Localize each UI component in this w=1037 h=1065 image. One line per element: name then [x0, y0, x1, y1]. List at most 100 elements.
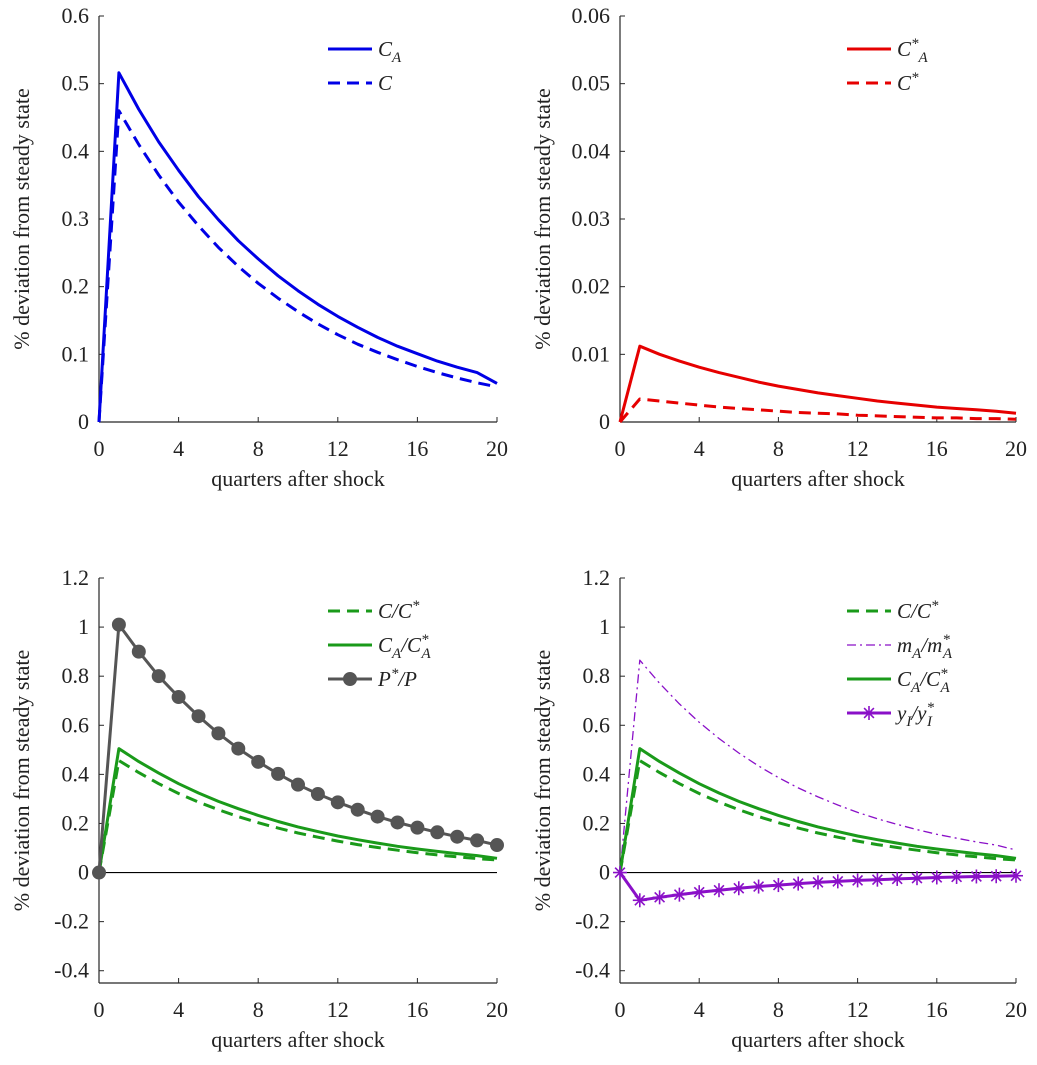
x-axis-label: quarters after shock	[731, 466, 904, 491]
data-point	[830, 874, 845, 889]
data-point	[692, 885, 707, 900]
y-tick-label: 0.02	[572, 274, 611, 299]
x-tick-label: 12	[327, 997, 349, 1022]
data-point	[430, 825, 445, 840]
y-tick-label: 1	[78, 614, 89, 639]
data-point	[131, 644, 146, 659]
x-tick-label: 4	[694, 997, 705, 1022]
data-point	[1009, 868, 1023, 883]
data-point	[771, 878, 786, 893]
y-tick-label: 0.8	[62, 663, 90, 688]
x-tick-label: 20	[1005, 997, 1027, 1022]
x-tick-label: 16	[926, 436, 948, 461]
data-point	[632, 893, 647, 908]
data-point	[989, 869, 1004, 884]
x-tick-label: 16	[406, 997, 428, 1022]
y-tick-label: 0.05	[572, 71, 611, 96]
chart-panel-1: 0 0.1 0.2 0.3 0.4 0.5 0.6 0 4 8 12 16 20 quarters aft…	[9, 3, 508, 491]
y-tick-label: 0.2	[583, 810, 611, 835]
series-line-1	[618, 759, 1017, 873]
y-axis-label: % deviation from steady state	[530, 88, 555, 349]
series-line-2	[97, 747, 498, 873]
data-point	[211, 726, 226, 741]
legend-label: CA	[378, 37, 402, 66]
legend-label: P*/P	[377, 666, 417, 691]
y-tick-label: 0.1	[62, 341, 90, 366]
data-point	[191, 709, 206, 724]
legend-label: C	[378, 71, 393, 95]
x-tick-label: 8	[253, 436, 264, 461]
data-point	[751, 879, 766, 894]
y-tick-label: 0.4	[62, 761, 90, 786]
data-point	[870, 872, 885, 887]
y-tick-label: 1.2	[62, 565, 90, 590]
y-axis-label: % deviation from steady state	[9, 650, 34, 911]
legend-label: yI/y* I	[895, 700, 934, 730]
data-point	[470, 833, 485, 848]
data-point	[929, 870, 944, 885]
series-line-2	[618, 397, 1017, 423]
x-axis-label: quarters after shock	[731, 1027, 904, 1052]
y-tick-label: 0.6	[583, 712, 611, 737]
y-tick-label: -0.2	[575, 909, 610, 934]
y-tick-label: 0.01	[572, 341, 611, 366]
data-point	[330, 795, 345, 810]
y-tick-label: -0.2	[54, 909, 89, 934]
data-point	[291, 777, 305, 792]
y-tick-label: -0.4	[575, 958, 610, 983]
data-point	[410, 820, 425, 835]
legend-label: CA/C* A	[378, 632, 432, 662]
legend-label: CA/C* A	[897, 666, 951, 696]
y-tick-label: 1	[599, 614, 610, 639]
y-tick-label: 0.8	[583, 663, 611, 688]
y-tick-label: 0	[78, 860, 89, 885]
data-point	[111, 617, 126, 632]
legend-marker	[343, 672, 357, 686]
data-point	[613, 865, 627, 880]
data-point	[350, 802, 365, 817]
data-point	[672, 887, 687, 902]
data-point	[949, 869, 964, 884]
data-point	[151, 669, 166, 684]
x-tick-label: 12	[327, 436, 349, 461]
y-tick-label: 1.2	[583, 565, 611, 590]
series-line-2	[97, 109, 498, 423]
legend-label: C/C*	[378, 598, 420, 623]
legend-label: C/C*	[897, 598, 939, 623]
x-tick-label: 0	[94, 997, 105, 1022]
data-point	[969, 869, 984, 884]
data-point	[652, 890, 667, 905]
legend-label: C*A	[897, 36, 929, 66]
y-tick-label: 0.04	[572, 138, 611, 163]
y-tick-label: 0.2	[62, 274, 90, 299]
legend-label: mA/m* A	[897, 632, 953, 662]
data-point	[231, 741, 246, 756]
x-tick-label: 4	[173, 997, 184, 1022]
x-tick-label: 0	[615, 997, 626, 1022]
x-axis-label: quarters after shock	[211, 1027, 384, 1052]
y-tick-label: 0	[78, 409, 89, 434]
x-tick-label: 20	[486, 436, 508, 461]
x-tick-label: 0	[94, 436, 105, 461]
chart-panel-2: 0 0.01 0.02 0.03 0.04 0.05 0.06 0 4 8 12 16 20 quarte…	[530, 3, 1027, 491]
data-point	[251, 754, 266, 769]
y-tick-label: 0.2	[62, 810, 90, 835]
series-line-1	[97, 759, 498, 873]
data-point	[450, 829, 465, 844]
x-tick-label: 20	[1005, 436, 1027, 461]
legend-label: C*	[897, 70, 919, 95]
y-tick-label: 0.03	[572, 206, 611, 231]
y-tick-label: 0.3	[62, 206, 90, 231]
x-tick-label: 4	[694, 436, 705, 461]
x-tick-label: 16	[926, 997, 948, 1022]
x-tick-label: 12	[847, 436, 869, 461]
data-point	[712, 883, 726, 898]
x-tick-label: 4	[173, 436, 184, 461]
x-tick-label: 8	[253, 997, 264, 1022]
data-point	[490, 838, 504, 853]
data-point	[850, 873, 865, 888]
x-tick-label: 16	[406, 436, 428, 461]
legend-marker	[862, 706, 876, 720]
y-tick-label: 0.4	[583, 761, 611, 786]
